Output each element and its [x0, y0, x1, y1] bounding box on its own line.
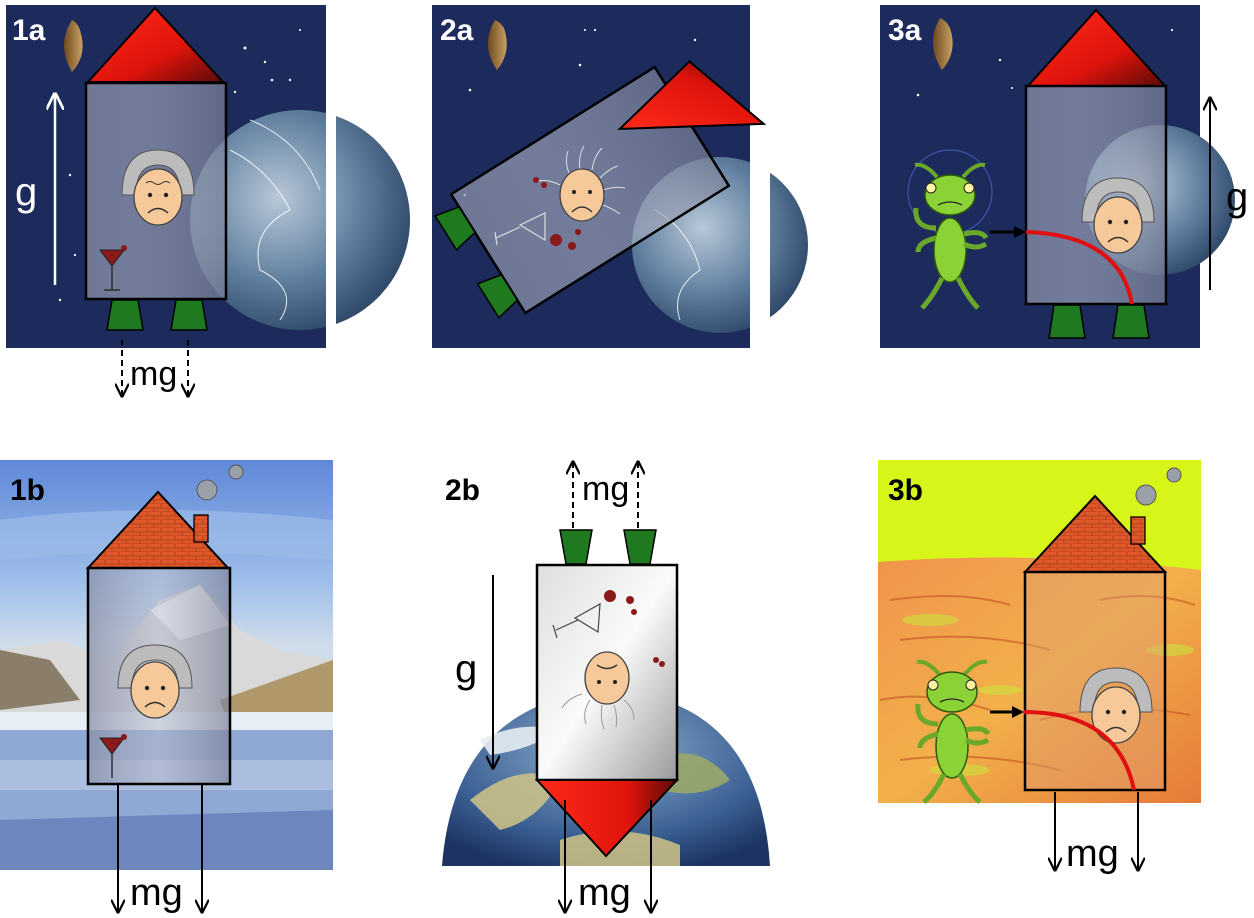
panel-label: 1a — [12, 14, 46, 47]
force-label: mg — [130, 355, 177, 393]
gravity-label: g — [15, 170, 37, 214]
panel-1b: 1b mg — [0, 460, 333, 914]
chimney-smoke — [1135, 467, 1182, 506]
panel-label: 2a — [440, 14, 474, 47]
panel-3b: 3b — [878, 460, 1201, 875]
alien — [907, 149, 993, 310]
martini-glass-icon — [494, 212, 546, 246]
nozzle-left — [434, 206, 476, 252]
panel-1a: 1a g mg — [6, 5, 410, 396]
panel-label: 1b — [10, 474, 45, 507]
nozzle-right — [1112, 304, 1150, 339]
panel-2b: 2b — [442, 462, 770, 914]
chimney — [193, 514, 209, 543]
martini-glass-icon — [552, 602, 601, 639]
gravity-label: g — [1226, 175, 1248, 219]
ray-gun-icon — [990, 706, 1024, 718]
moon — [64, 20, 83, 72]
astronaut-face — [1081, 177, 1155, 254]
projectile-trajectory — [1025, 230, 1134, 305]
martini-glass-icon — [99, 734, 127, 778]
rocket-nose — [534, 779, 680, 858]
astronaut-face — [1079, 667, 1153, 744]
alien — [915, 659, 991, 804]
ray-gun-icon — [990, 226, 1026, 238]
panel-2a: 2a — [432, 5, 808, 348]
moon — [487, 20, 507, 70]
chimney — [1130, 516, 1146, 545]
nozzle-left — [1048, 304, 1086, 339]
stars — [58, 29, 301, 302]
nozzle-left — [559, 529, 593, 565]
drink-drops — [604, 590, 665, 667]
panel-label: 3b — [888, 474, 923, 507]
force-label: mg — [1066, 833, 1119, 875]
earth — [190, 110, 410, 330]
nozzle-right — [476, 273, 519, 319]
force-label-top: mg — [582, 470, 629, 508]
projectile-trajectory — [1023, 710, 1136, 791]
astronaut-face — [121, 149, 195, 226]
astronaut-face — [537, 145, 626, 222]
nozzle-right — [623, 529, 657, 565]
astronaut-face — [117, 644, 193, 719]
nozzle-left — [106, 299, 144, 331]
moon — [932, 18, 953, 70]
drink-drops — [533, 177, 581, 250]
house — [1022, 467, 1182, 792]
chimney-smoke — [196, 464, 244, 501]
astronaut-face — [561, 651, 635, 730]
panel-label: 3a — [888, 14, 922, 47]
rocket-nose — [617, 60, 767, 131]
rocket-inverted — [534, 529, 680, 858]
rocket — [1024, 8, 1168, 339]
nozzle-right — [170, 299, 208, 331]
rocket — [84, 6, 228, 331]
force-label-bottom: mg — [578, 872, 631, 914]
gravity-label: g — [455, 647, 477, 691]
force-label: mg — [130, 872, 183, 914]
panel-3a: 3a g — [880, 5, 1248, 348]
panel-label: 2b — [445, 474, 480, 507]
martini-glass-icon — [99, 245, 127, 291]
house — [85, 464, 244, 786]
